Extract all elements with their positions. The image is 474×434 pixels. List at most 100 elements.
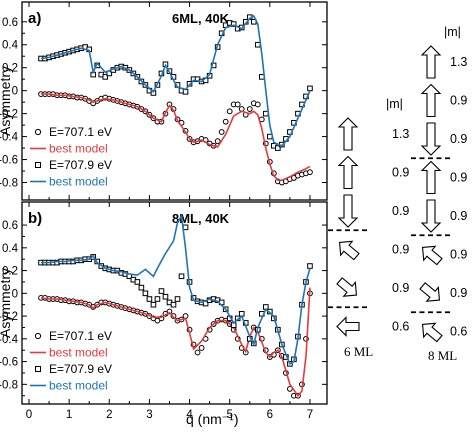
series-line-1 [40,287,311,397]
moment-value: 0.9 [392,281,409,295]
moment-value: 0.9 [450,132,467,146]
moment-arrow-down [420,122,442,156]
y-tick-label: -0.2 [0,311,18,323]
legend-label: E=707.9 eV [49,362,112,376]
legend-swatch-circle [34,332,42,340]
y-tick-label: -0.6 [0,155,18,167]
moment-arrow-down [337,194,359,228]
chart-panels: 0.6 0.4 0.2 0 -0.2 -0.4 -0.6 -0.8 Asymmetry a) 6ML… [0,1,328,421]
data-point-square [138,284,145,291]
legend: E=707.1 eV best model E=707.9 eV best model [30,125,112,189]
moment-arrow-up-left [338,240,360,261]
y-tick-label: 0.2 [2,63,18,75]
data-point-circle [254,101,261,108]
moment-value: 0.9 [450,209,467,223]
data-point-circle [198,345,205,351]
moment-arrow-up [337,155,359,190]
legend-label: E=707.1 eV [49,329,112,343]
x-tick-label: 2 [106,409,112,421]
series-line-1 [41,93,311,181]
panel-title: 6ML, 40K [172,11,230,26]
legend-swatch-circle [34,128,42,136]
y-tick-label: 0.4 [2,243,19,255]
legend-label: best model [49,346,108,360]
moment-arrow-up-left [421,322,443,343]
moment-arrow-up [337,117,359,151]
y-tick-label: 0.6 [2,17,18,29]
legend: E=707.1 eV best model E=707.9 eV best model [30,329,112,393]
data-point-circle [222,118,229,125]
magnetic-moment-diagram: |m| 1.3 0.9 0.9 0.9 0.9 0.6 6 ML |m| 1.3 0.9 0.9 0.9… [328,25,467,363]
data-point-square [307,85,313,92]
chart-panel-a: 0.6 0.4 0.2 0 -0.2 -0.4 -0.6 -0.8 Asymmetry a) 6ML… [0,1,328,201]
data-point-circle [226,108,233,115]
data-point-square [275,145,281,151]
x-tick-label: 7 [307,409,313,421]
legend-label: best model [49,175,108,189]
moment-value: 0.6 [450,325,467,339]
data-point-circle [194,349,201,356]
data-point-square [307,263,313,269]
data-point-circle [246,106,253,112]
y-tick-label: 0 [12,288,18,300]
y-axis-title: Asymmetry [0,66,13,136]
thickness-label: 8 ML [428,348,457,363]
y-tick-label: 0.4 [2,40,19,52]
data-point-square [154,296,161,302]
data-point-circle [214,138,221,145]
moment-value: 0.9 [450,171,467,185]
moment-arrow-down-right [419,282,441,302]
data-point-square [170,301,177,308]
moment-value: 0.6 [392,320,409,334]
moment-value: 1.3 [450,55,467,69]
data-point-circle [218,129,225,135]
y-tick-label: 0 [12,86,18,98]
moment-value: 0.9 [392,243,409,257]
data-point-square [174,296,181,302]
data-point-circle [307,169,313,176]
moment-arrow-down-right [336,277,358,297]
y-axis-title: Asymmetry [0,268,13,338]
data-point-square [150,301,157,308]
data-point-square [162,293,169,300]
y-tick-label: 0.6 [2,220,18,232]
moment-column-6ml: |m| 1.3 0.9 0.9 0.9 0.9 0.6 6 ML [328,97,409,359]
moment-arrow-up [420,45,442,79]
legend-label: best model [49,142,108,156]
moment-column-8ml: |m| 1.3 0.9 0.9 0.9 0.9 0.9 0.9 0.6 8 ML [411,25,467,363]
x-axis-title: q (nm⁻¹) [186,411,239,427]
data-point-square [102,74,109,80]
panel-title: 8ML, 40K [172,211,230,226]
data-point-square [230,21,237,27]
x-tick-label: 0 [26,409,32,421]
data-point-square [263,110,269,117]
legend-swatch-square [35,162,41,168]
y-tick-label: -0.8 [0,379,18,391]
legend-label: E=707.9 eV [49,158,112,172]
data-point-square [158,288,165,294]
panel-label: b) [28,210,42,227]
moment-header: |m| [386,97,403,111]
data-point-square [178,273,185,280]
x-tick-label: 4 [186,409,193,421]
moment-value: 0.9 [392,204,409,218]
moment-header: |m| [444,25,461,39]
x-tick-label: 5 [226,409,232,421]
x-tick-label: 3 [146,409,152,421]
y-tick-label: -0.8 [0,178,18,190]
y-tick-label: -0.2 [0,109,18,121]
moment-value: 0.9 [450,286,467,300]
moment-value: 0.9 [392,166,409,180]
y-tick-label: 0.2 [2,266,18,278]
chart-panel-b: 0.6 0.4 0.2 0 -0.2 -0.4 -0.6 -0.8 0 1 2 3 4 5 6 7 Asymme… [0,201,328,421]
series-line-3 [41,213,311,366]
moment-arrow-up [420,83,442,118]
data-point-circle [234,101,241,108]
x-tick-label: 6 [267,409,273,421]
legend-label: E=707.1 eV [49,125,112,139]
x-tick-label: 1 [66,409,72,421]
data-point-square [146,296,153,302]
moment-arrow-up-left [421,245,443,266]
y-tick-label: -0.6 [0,357,18,369]
